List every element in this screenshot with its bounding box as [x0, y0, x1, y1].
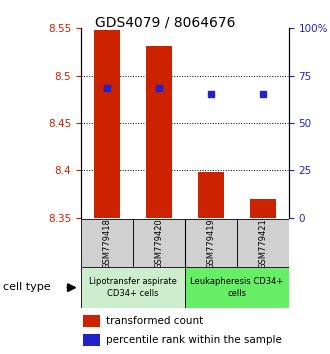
- FancyBboxPatch shape: [185, 267, 289, 308]
- Text: GSM779419: GSM779419: [206, 218, 215, 269]
- Text: Leukapheresis CD34+
cells: Leukapheresis CD34+ cells: [190, 277, 283, 298]
- FancyBboxPatch shape: [81, 267, 185, 308]
- Bar: [94, 30, 120, 218]
- Bar: [198, 172, 224, 218]
- FancyBboxPatch shape: [237, 219, 289, 267]
- Bar: [250, 199, 276, 218]
- Text: GSM779420: GSM779420: [154, 218, 163, 269]
- FancyBboxPatch shape: [133, 219, 185, 267]
- Text: GSM779418: GSM779418: [102, 218, 111, 269]
- Text: transformed count: transformed count: [106, 316, 203, 326]
- Text: GDS4079 / 8064676: GDS4079 / 8064676: [95, 16, 235, 30]
- Text: GSM779421: GSM779421: [258, 218, 267, 269]
- Bar: [83, 315, 100, 327]
- Bar: [146, 46, 172, 218]
- Text: cell type: cell type: [3, 282, 51, 292]
- FancyBboxPatch shape: [185, 219, 237, 267]
- Text: Lipotransfer aspirate
CD34+ cells: Lipotransfer aspirate CD34+ cells: [89, 277, 177, 298]
- Text: percentile rank within the sample: percentile rank within the sample: [106, 335, 282, 345]
- Bar: [83, 334, 100, 346]
- FancyBboxPatch shape: [81, 219, 133, 267]
